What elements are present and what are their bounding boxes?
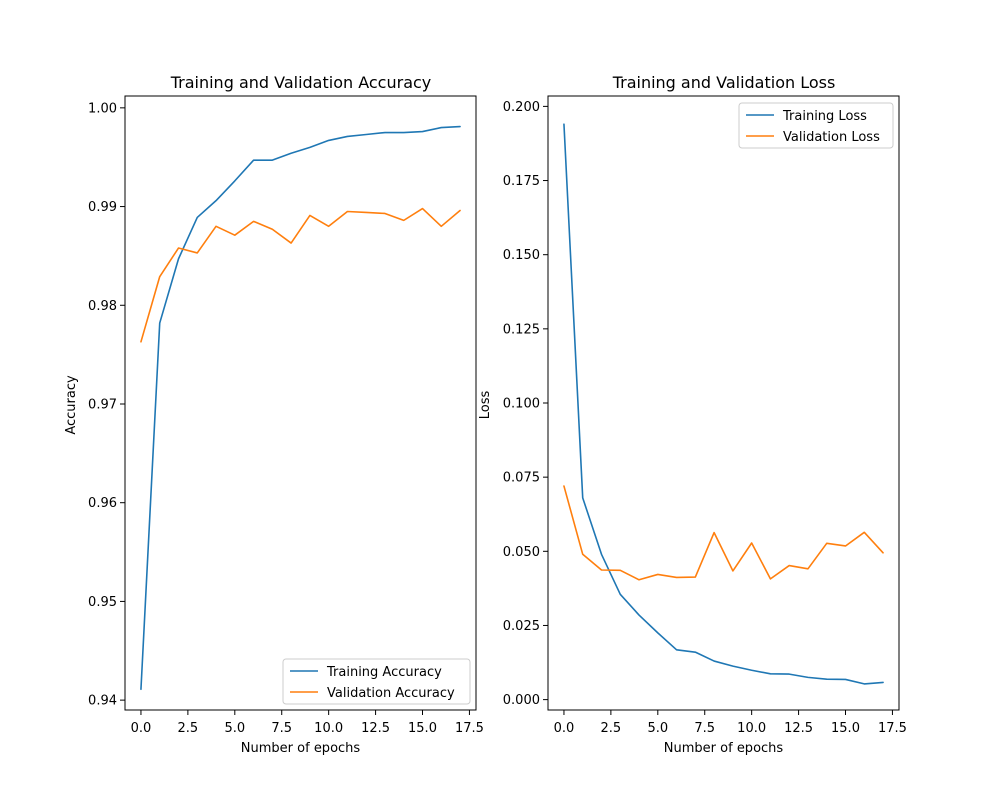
accuracy-y-tick-label: 0.97	[88, 397, 117, 412]
accuracy-y-tick-label: 0.95	[88, 595, 117, 610]
accuracy-plot-area	[124, 95, 477, 711]
accuracy-y-ticks: 0.94 0.95 0.96 0.97 0.98 0.99 1.00	[88, 101, 125, 709]
accuracy-y-tick-label: 0.94	[88, 694, 117, 709]
loss-series-line-validation	[563, 485, 884, 581]
loss-legend-box	[738, 102, 894, 149]
loss-legend-label-validation: Validation Loss	[783, 130, 880, 145]
accuracy-y-tick-label: 0.98	[88, 299, 117, 314]
accuracy-x-tick-label: 2.5	[178, 721, 199, 736]
accuracy-y-tick-label: 0.99	[88, 200, 117, 215]
loss-y-tick-label: 0.150	[503, 248, 540, 263]
accuracy-legend-label-training: Training Accuracy	[326, 665, 442, 680]
loss-series-line-training	[563, 123, 884, 685]
accuracy-x-tick-label: 10.0	[314, 721, 343, 736]
loss-y-axis-label: Loss	[478, 391, 493, 420]
loss-x-tick-label: 5.0	[647, 721, 668, 736]
loss-x-tick-label: 7.5	[694, 721, 715, 736]
loss-plot-area	[547, 95, 900, 711]
loss-legend-label-training: Training Loss	[782, 109, 867, 124]
accuracy-x-tick-label: 7.5	[271, 721, 292, 736]
loss-y-ticks: 0.000 0.025 0.050 0.075 0.100 0.125 0.150 0.175…	[503, 100, 548, 708]
loss-y-tick-label: 0.050	[503, 545, 540, 560]
accuracy-legend-label-validation: Validation Accuracy	[327, 686, 455, 701]
accuracy-x-tick-label: 15.0	[408, 721, 437, 736]
accuracy-series-line-training	[140, 125, 461, 691]
accuracy-x-axis-label: Number of epochs	[241, 741, 361, 756]
accuracy-y-tick-label: 1.00	[88, 101, 117, 116]
accuracy-chart: Training and Validation Accuracy Number …	[64, 73, 484, 756]
accuracy-y-axis-label: Accuracy	[64, 375, 79, 435]
loss-x-axis-label: Number of epochs	[664, 741, 784, 756]
accuracy-legend-box	[282, 658, 471, 705]
accuracy-x-tick-label: 0.0	[131, 721, 152, 736]
loss-series	[563, 123, 884, 685]
accuracy-x-tick-label: 12.5	[361, 721, 390, 736]
loss-y-tick-label: 0.100	[503, 397, 540, 412]
loss-x-ticks: 0.0 2.5 5.0 7.5 10.0 12.5 15.0 17.5	[554, 710, 907, 736]
loss-x-tick-label: 17.5	[878, 721, 907, 736]
accuracy-series-line-validation	[140, 207, 461, 343]
accuracy-y-tick-label: 0.96	[88, 496, 117, 511]
loss-chart: Training and Validation Loss Number of e…	[478, 73, 907, 756]
loss-chart-title: Training and Validation Loss	[612, 73, 836, 92]
loss-x-tick-label: 0.0	[554, 721, 575, 736]
loss-x-tick-label: 15.0	[831, 721, 860, 736]
loss-y-tick-label: 0.075	[503, 471, 540, 486]
loss-x-tick-label: 10.0	[737, 721, 766, 736]
loss-legend: Training Loss Validation Loss	[738, 102, 894, 149]
loss-y-tick-label: 0.000	[503, 693, 540, 708]
loss-x-tick-label: 2.5	[601, 721, 622, 736]
accuracy-x-tick-label: 17.5	[455, 721, 484, 736]
loss-y-tick-label: 0.175	[503, 174, 540, 189]
loss-y-tick-label: 0.025	[503, 619, 540, 634]
loss-x-tick-label: 12.5	[784, 721, 813, 736]
accuracy-legend: Training Accuracy Validation Accuracy	[282, 658, 471, 705]
accuracy-series	[140, 125, 461, 691]
accuracy-x-ticks: 0.0 2.5 5.0 7.5 10.0 12.5 15.0 17.5	[131, 710, 484, 736]
loss-y-tick-label: 0.200	[503, 100, 540, 115]
accuracy-chart-title: Training and Validation Accuracy	[170, 73, 432, 92]
accuracy-x-tick-label: 5.0	[224, 721, 245, 736]
loss-y-tick-label: 0.125	[503, 322, 540, 337]
